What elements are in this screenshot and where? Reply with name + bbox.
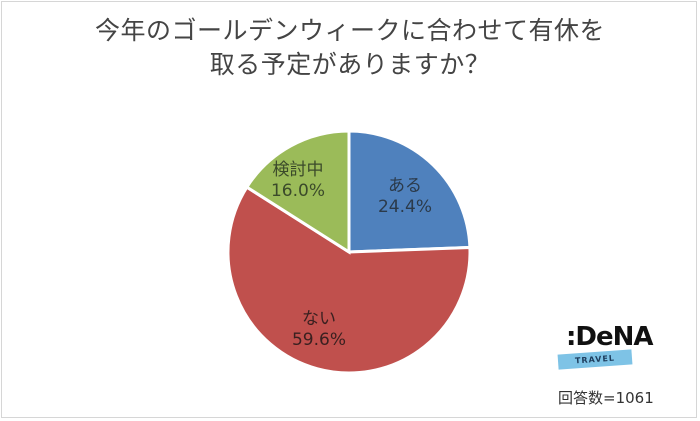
label-aru-pct: 24.4% <box>377 197 432 217</box>
pie-slice-aru <box>347 129 472 254</box>
pie-slice-nai <box>226 185 472 375</box>
label-kentouchu: 検討中 16.0% <box>248 160 348 202</box>
dena-travel-logo: :DeNA TRAVEL <box>556 322 653 372</box>
pie-slice-kentouchu <box>244 129 351 255</box>
chart-title-line1: 今年のゴールデンウィークに合わせて有休を <box>94 16 605 45</box>
label-kentouchu-name: 検討中 <box>272 160 324 180</box>
pie-slices <box>226 129 472 375</box>
respondent-count: 回答数=1061 <box>558 389 654 407</box>
label-aru: ある 24.4% <box>355 176 455 218</box>
label-nai-name: ない <box>302 309 336 329</box>
logo-sub: TRAVEL <box>557 349 633 370</box>
label-nai: ない 59.6% <box>269 309 369 351</box>
label-nai-pct: 59.6% <box>291 330 346 350</box>
chart-title-line2: 取る予定がありますか？ <box>209 50 491 79</box>
logo-brand: :DeNA <box>566 322 653 352</box>
label-kentouchu-pct: 16.0% <box>270 181 325 201</box>
label-aru-name: ある <box>388 176 422 196</box>
chart-title: 今年のゴールデンウィークに合わせて有休を 取る予定がありますか？ <box>0 14 700 82</box>
